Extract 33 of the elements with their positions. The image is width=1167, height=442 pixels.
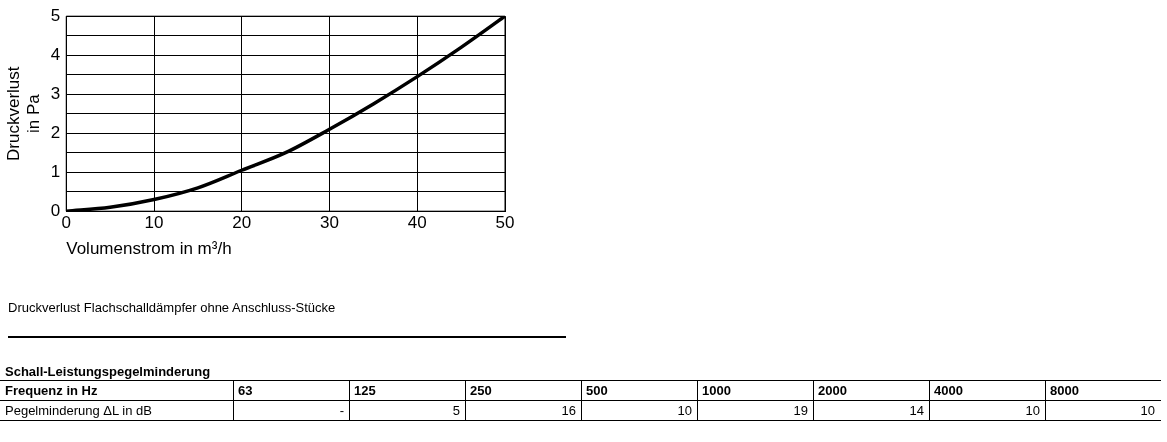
text: Druckverlust Flachschalldämpfer ohne Anschluss-Stücke xyxy=(8,300,336,315)
text: 4000 xyxy=(934,383,964,398)
text: 19 xyxy=(792,403,808,418)
text: 2000 xyxy=(818,383,848,398)
text: 1000 xyxy=(702,383,732,398)
y-axis-title: Druckverlust in Pa xyxy=(3,66,44,161)
text: 10 xyxy=(1024,403,1040,418)
text: 125 xyxy=(354,383,377,398)
x-tick-label: 20 xyxy=(232,213,252,233)
text: 10 xyxy=(1139,403,1155,418)
text: 10 xyxy=(676,403,692,418)
text: 16 xyxy=(560,403,576,418)
text: 8000 xyxy=(1050,383,1080,398)
y-tick-label: 2 xyxy=(50,122,61,142)
x-tick-label: 40 xyxy=(407,213,427,233)
x-tick-label: 50 xyxy=(495,213,515,233)
text: 63 xyxy=(238,383,254,398)
text: 5 xyxy=(451,403,460,418)
text: Schall-Leistungspegelminderung xyxy=(5,364,212,379)
y-tick-label: 1 xyxy=(50,161,61,181)
y-tick-label: 0 xyxy=(50,200,61,220)
x-axis-title: Volumenstrom in m³/h xyxy=(66,239,232,259)
text: 14 xyxy=(908,403,924,418)
text: 250 xyxy=(470,383,493,398)
text: Pegelminderung ΔL in dB xyxy=(5,403,153,418)
text: 500 xyxy=(586,383,609,398)
x-tick-label: 10 xyxy=(144,213,164,233)
y-tick-label: 3 xyxy=(50,83,61,103)
y-tick-label: 4 xyxy=(50,44,61,64)
y-tick-label: 5 xyxy=(50,5,61,25)
x-tick-label: 30 xyxy=(320,213,339,233)
text: Frequenz in Hz xyxy=(5,383,99,398)
text: - xyxy=(338,403,344,418)
